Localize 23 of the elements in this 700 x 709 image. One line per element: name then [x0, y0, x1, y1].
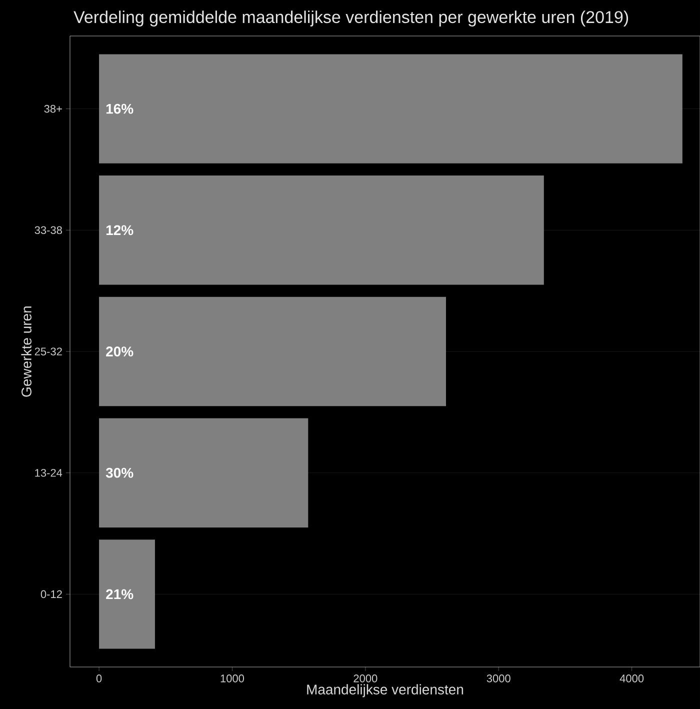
- bar: [99, 176, 544, 285]
- bar: [99, 418, 308, 528]
- x-axis-title: Maandelijkse verdiensten: [307, 684, 464, 698]
- annotation: 12%: [106, 225, 134, 236]
- annotation: 20%: [106, 346, 134, 356]
- y-tick-label: 13-24: [35, 468, 62, 477]
- x-tick-label: 3000: [486, 674, 510, 682]
- y-tick-label: 25-32: [34, 348, 62, 356]
- y-tick-label: 0-12: [40, 590, 62, 598]
- bar: [99, 540, 155, 649]
- annotation: 30%: [106, 468, 134, 478]
- y-tick-label: 38+: [44, 104, 62, 113]
- y-axis-title: Gewerkte uren: [21, 306, 32, 397]
- x-tick-label: 2000: [354, 674, 378, 682]
- x-tick-label: 1000: [220, 674, 244, 682]
- annotation: 21%: [106, 589, 134, 600]
- bar: [99, 296, 446, 406]
- x-tick-label: 0: [96, 674, 102, 682]
- annotation: 16%: [106, 104, 134, 114]
- x-tick-label: 4000: [620, 674, 644, 682]
- y-tick-label: 33-38: [34, 226, 62, 234]
- bar: [99, 54, 682, 164]
- chart-title: Verdeling gemiddelde maandelijkse verdiensten per gewerkte uren (2019): [74, 10, 628, 26]
